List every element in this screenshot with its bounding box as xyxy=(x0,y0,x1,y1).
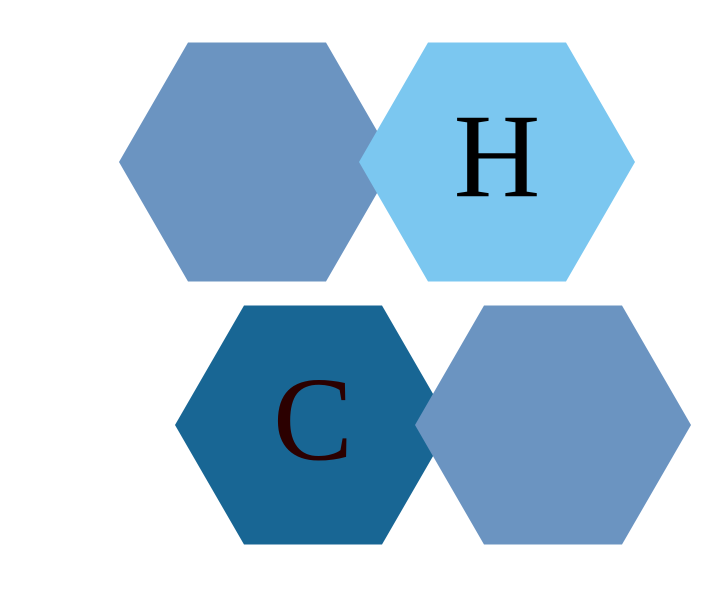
hexagon-top-left xyxy=(119,42,395,281)
hexagon-label-top-right: H xyxy=(454,90,541,223)
hexagon-bottom-left: C xyxy=(175,305,451,544)
hexagon-label-bottom-left: C xyxy=(273,353,353,486)
hexagon-shape-top-left xyxy=(119,42,395,281)
hexagon-shape-bottom-right xyxy=(415,305,691,544)
hexagon-top-right: H xyxy=(359,42,635,281)
hexagon-bottom-right xyxy=(415,305,691,544)
